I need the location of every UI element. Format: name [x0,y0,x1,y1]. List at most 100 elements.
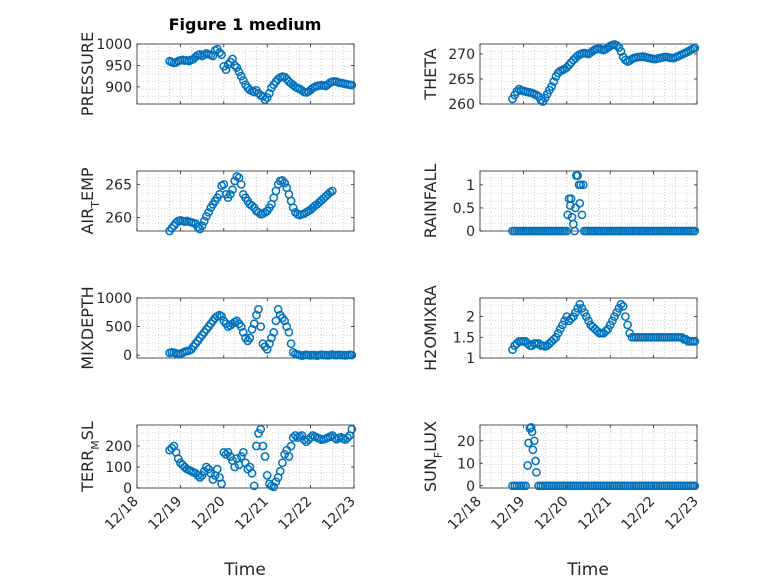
data-point [238,76,248,85]
x-tick-label: 12/22 [619,494,659,534]
data-point [215,48,224,57]
data-point [347,350,357,360]
data-point [566,194,576,204]
data-point [577,210,587,220]
data-point [238,447,248,457]
data-point [204,464,213,474]
data-point [549,335,559,344]
data-point [236,452,246,461]
data-point [245,333,255,343]
data-point [265,88,274,98]
data-point [260,452,270,461]
data-point [223,447,233,457]
data-point [225,189,235,199]
data-point [573,171,582,180]
data-point [202,462,211,472]
x-axis-label-right: Time [566,560,609,580]
data-point [532,467,541,477]
data-point [616,47,626,56]
data-point [571,203,580,213]
data-point [271,477,281,487]
data-point [327,186,337,196]
data-point [273,305,283,314]
data-point [577,303,587,313]
data-point [221,65,231,75]
data-point [690,43,700,53]
y-axis-label: H2OMIXRA [421,285,440,371]
chart-theta: 260 265 270 THETA [421,40,700,113]
y-tick-label: 265 [448,72,475,88]
y-tick-label: 1000 [96,37,132,53]
y-tick-label: 260 [448,97,475,113]
x-tick-label: 12/20 [189,494,229,534]
data-point [197,221,207,231]
data-point [549,77,559,86]
data-point [260,95,270,105]
data-point [275,466,285,476]
data-point [284,452,294,461]
data-point [618,301,628,311]
data-point [236,71,246,81]
y-tick-label: 0 [466,224,475,240]
data-point [579,308,589,317]
data-point [280,72,289,82]
x-tick-label: 12/22 [276,494,316,534]
data-point [531,456,540,466]
data-point [297,431,307,440]
data-point [566,314,576,324]
x-tick-label: 12/19 [145,494,185,534]
y-axis-label: PRESSURE [78,32,97,116]
data-point [286,441,296,451]
data-point [247,468,257,478]
data-point [256,424,266,434]
data-point [284,327,294,337]
y-axis-label: TERRMSL [78,421,102,493]
figure-title: Figure 1 medium [169,15,322,34]
y-axis-label: AIRTEMP [78,167,102,234]
y-tick-label: 100 [105,460,132,476]
y-tick-label: 1000 [96,291,132,307]
data-point [236,179,246,189]
chart-rainfall: 0 0.5 1 RAINFALL [421,164,700,240]
data-point [280,450,289,459]
data-point [571,308,580,317]
x-tick-label: 12/18 [102,494,142,534]
data-point [271,77,281,87]
data-point [286,339,296,349]
y-axis-label: RAINFALL [421,164,440,239]
data-point [280,316,289,326]
data-point [578,180,588,190]
data-point [690,337,700,346]
x-tick-label: 12/21 [575,494,615,534]
data-point [521,481,530,491]
data-point [262,93,272,102]
data-point [562,63,572,72]
y-tick-label: 10 [457,456,475,472]
data-point [581,312,591,321]
data-point [527,427,537,437]
data-point [193,222,203,232]
data-point [612,41,622,50]
data-point [232,63,242,72]
data-point [212,464,222,474]
data-point [269,327,279,337]
data-point [249,481,259,491]
data-point [566,58,576,67]
y-tick-label: 2 [466,310,475,326]
data-point [612,308,622,317]
data-point [528,445,538,455]
data-point [288,203,298,213]
data-point [551,332,561,342]
data-point [621,312,630,321]
data-point [347,80,357,90]
data-point [343,433,352,442]
y-axis-label: MIXDEPTH [78,286,97,369]
data-point [564,60,574,70]
chart-terr-msl: 12/18 12/19 12/20 12/21 12/22 12/23 0 100 200TER… [78,421,359,533]
data-point [249,87,259,97]
y-tick-label: 1 [466,351,475,367]
data-point [219,179,229,189]
data-point [614,303,624,313]
